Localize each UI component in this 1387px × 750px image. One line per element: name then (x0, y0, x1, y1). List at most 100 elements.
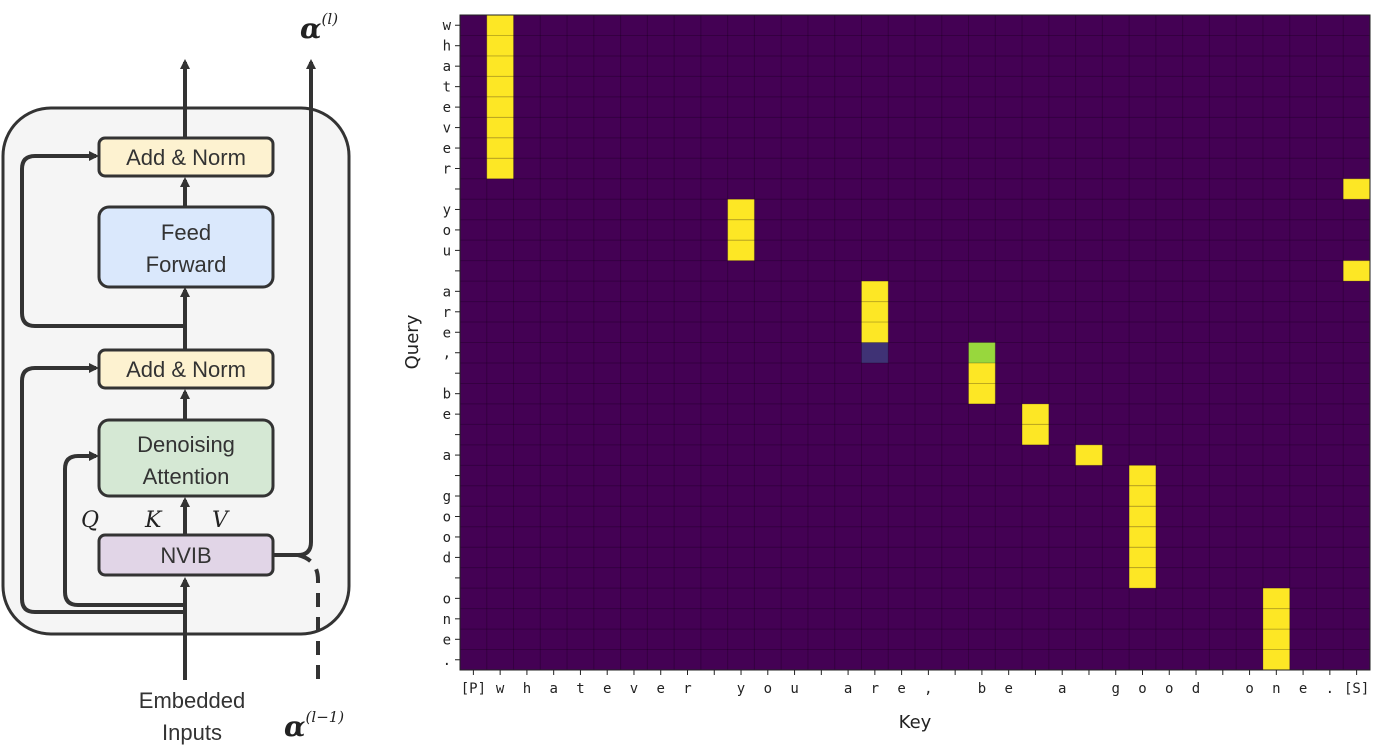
heatmap-cell (486, 96, 514, 118)
x-tick-label: [S] (1344, 681, 1369, 697)
y-axis-title: Query (402, 314, 423, 369)
heatmap-cell (1262, 629, 1290, 650)
heatmap-cell (968, 342, 996, 363)
heatmap-cell (1262, 588, 1290, 609)
x-axis-ticks: [P] w h a t e v e r y o u a r e, b e a g o o d o n e. [S] (461, 670, 1369, 697)
y-tick-label: e (443, 141, 451, 157)
x-tick-label: e (657, 681, 665, 697)
add-norm-bottom-box (97, 348, 275, 390)
heatmap-grid (460, 15, 1370, 670)
y-tick-label: w (443, 18, 452, 34)
feed-forward-label-2: Forward (146, 252, 227, 277)
y-tick-label: e (443, 632, 451, 648)
heatmap-cell (968, 383, 996, 404)
heatmap-cell (486, 55, 514, 77)
denoising-attention-box (97, 418, 275, 498)
heatmap-cell (1262, 649, 1290, 670)
y-tick-label: y (443, 202, 451, 218)
heatmap-cell (861, 281, 889, 302)
x-tick-label: e (1004, 681, 1012, 697)
add-norm-bottom-label: Add & Norm (126, 357, 246, 382)
heatmap-cell (727, 240, 755, 261)
x-tick-label: a (549, 681, 557, 697)
heatmap-cell (1129, 465, 1156, 486)
x-tick-label: y (737, 681, 745, 697)
x-tick-label: o (764, 681, 772, 697)
residual-outer (20, 363, 185, 614)
heatmap-cell (1129, 506, 1156, 527)
heatmap-cell (486, 137, 514, 159)
x-tick-label: u (790, 681, 798, 697)
x-tick-label: d (1192, 681, 1200, 697)
k-label: K (144, 508, 163, 533)
heatmap-cell (1262, 608, 1290, 630)
y-tick-label: e (443, 407, 451, 423)
y-tick-label: r (443, 305, 451, 321)
alpha-input-label: α(l−1) (284, 708, 344, 743)
heatmap-cell (486, 15, 514, 36)
y-tick-label: e (443, 325, 451, 341)
x-tick-label: e (1299, 681, 1307, 697)
residual-inner (63, 451, 185, 607)
x-tick-label: . (1326, 681, 1334, 697)
y-tick-label: o (443, 509, 451, 525)
x-tick-label: e (897, 681, 905, 697)
heatmap-cell (861, 301, 889, 323)
y-tick-label: o (443, 223, 451, 239)
x-tick-label: r (871, 681, 879, 697)
add-norm-top-label: Add & Norm (126, 145, 246, 170)
residual-top (20, 151, 185, 328)
x-tick-label: v (630, 681, 638, 697)
feed-forward-box (97, 205, 275, 289)
heatmap-cells (460, 15, 1370, 670)
x-axis-title: Key (899, 712, 932, 733)
heatmap-cell (486, 76, 514, 97)
x-tick-label: a (1058, 681, 1066, 697)
add-norm-top-box (97, 136, 275, 178)
nvib-box (97, 533, 275, 577)
y-tick-label: t (443, 80, 451, 96)
heatmap-cell (968, 362, 996, 384)
heatmap-cell (861, 342, 889, 363)
heatmap-cell (486, 158, 514, 179)
x-tick-label: [P] (461, 681, 486, 697)
y-tick-label: e (443, 100, 451, 116)
y-tick-label: a (443, 59, 451, 75)
alpha-output-label: α(l) (300, 10, 338, 45)
y-tick-label: r (443, 162, 451, 178)
y-tick-label: . (443, 653, 451, 669)
y-tick-label: n (443, 612, 451, 628)
heatmap-cell (1129, 485, 1156, 507)
v-label: V (212, 508, 230, 533)
x-tick-label: h (523, 681, 531, 697)
y-tick-label: g (443, 489, 451, 505)
embedded-inputs-label-1: Embedded (139, 688, 245, 713)
y-tick-label: b (443, 387, 451, 403)
x-tick-label: o (1165, 681, 1173, 697)
heatmap-cell (1343, 260, 1370, 282)
x-tick-label: o (1245, 681, 1253, 697)
x-tick-label: o (1138, 681, 1146, 697)
heatmap-frame (459, 14, 1371, 671)
nvib-label: NVIB (160, 543, 211, 568)
alpha-input-path (297, 553, 320, 680)
heatmap-cell (727, 219, 755, 241)
x-tick-label: e (603, 681, 611, 697)
y-tick-label: h (443, 39, 451, 55)
attention-label-2: Attention (143, 464, 230, 489)
heatmap-cell (1343, 178, 1370, 200)
x-tick-label: b (978, 681, 986, 697)
embedded-inputs-label-2: Inputs (162, 720, 222, 745)
heatmap-background (460, 15, 1370, 670)
y-tick-label: , (443, 346, 451, 362)
heatmap-cell (1022, 403, 1049, 425)
x-tick-label: , (924, 681, 932, 697)
x-tick-label: w (496, 681, 505, 697)
y-tick-label: d (443, 550, 451, 566)
q-label: Q (81, 508, 99, 533)
x-tick-label: g (1112, 681, 1120, 697)
heatmap-cell (1075, 444, 1103, 466)
attention-label-1: Denoising (137, 432, 235, 457)
